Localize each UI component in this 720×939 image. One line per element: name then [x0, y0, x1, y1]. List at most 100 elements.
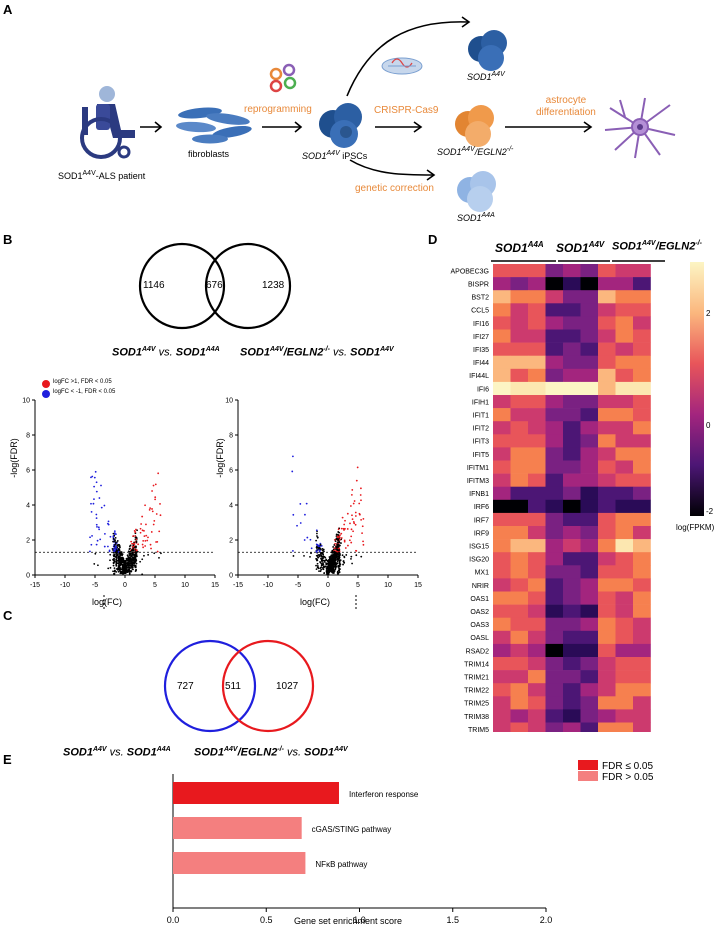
colorbar-tick-neg2: -2 — [706, 507, 714, 516]
legend-red-marker — [42, 380, 50, 388]
comparison-c-left-label: SOD1A4V vs. SOD1A4A — [63, 746, 171, 759]
gene-label: BISPR — [468, 282, 489, 289]
bar-x-tick: 1.0 — [353, 915, 366, 925]
output-egln2-label: SOD1A4V/EGLN2-/- — [437, 146, 514, 157]
gene-label: IRF7 — [474, 517, 489, 524]
gene-label: IFI44L — [469, 373, 489, 380]
venn-c-blue-circle — [163, 639, 257, 733]
comparison-right-label: SOD1A4V/EGLN2-/- vs. SOD1A4V — [240, 346, 394, 359]
gene-label: APOBEC3G — [450, 268, 489, 275]
venn-c-overlap-count: 511 — [225, 681, 241, 692]
crispr-label: CRISPR-Cas9 — [374, 105, 439, 116]
venn-c-red-circle — [221, 639, 315, 733]
astrocyte-icon — [604, 97, 676, 159]
volcano-x-tick: 10 — [384, 582, 392, 589]
sod1-egln2-cells-icon — [455, 105, 494, 147]
gene-label: OAS1 — [470, 596, 489, 603]
volcano-plots: -15 -10 -5 0 5 10 15 0 2 4 6 8 10 -15 -10 -5 0 5 10 15 0 2 4 6… — [22, 380, 422, 610]
volcano-left-xlabel: log(FC) — [92, 597, 123, 607]
volcano-y-tick: 8 — [26, 433, 30, 440]
colorbar-tick-2: 2 — [706, 309, 711, 318]
venn-circle-left — [138, 242, 226, 330]
bar-x-tick: 1.5 — [446, 915, 459, 925]
bar — [173, 817, 302, 839]
group-label-egln2: SOD1A4V/EGLN2-/- — [612, 240, 702, 253]
reprogramming-label: reprogramming — [244, 104, 312, 115]
gene-label: NRIR — [472, 583, 489, 590]
volcano-y-tick: 6 — [26, 468, 30, 475]
genetic-correction-label: genetic correction — [355, 183, 434, 194]
panel-label-b: B — [3, 232, 13, 247]
gene-label: MX1 — [475, 570, 490, 577]
volcano-left-ylabel: -log(FDR) — [8, 438, 19, 478]
volcano-y-tick: 10 — [22, 398, 30, 405]
gene-label: CCL5 — [471, 308, 489, 315]
bar-category-label: cGAS/STING pathway — [312, 825, 392, 834]
volcano-y-tick: 8 — [229, 433, 233, 440]
group-label-a4a: SOD1A4A — [495, 240, 544, 255]
volcano-y-tick: 2 — [229, 538, 233, 545]
output-a4a-label: SOD1A4A — [457, 212, 495, 223]
volcano-x-tick: 0 — [326, 582, 330, 589]
gene-label: TRIM22 — [464, 688, 489, 695]
gene-label: IFITM3 — [467, 478, 489, 485]
gene-label: IFIT2 — [473, 426, 489, 433]
gene-label: IFITM1 — [467, 465, 489, 472]
legend-swatch — [578, 760, 598, 770]
fibroblasts-icon — [176, 107, 252, 144]
volcano-x-tick: 5 — [153, 582, 157, 589]
volcano-y-tick: 4 — [229, 503, 233, 510]
heatmap-gene-labels: APOBEC3G BISPR BST2 CCL5 IFI16 IFI27 IFI35 IFI4… — [450, 268, 489, 732]
gene-label: IRF9 — [474, 530, 489, 537]
gene-label: ISG20 — [469, 557, 489, 564]
gene-label: OASL — [470, 635, 489, 642]
plasmid-icon — [269, 63, 297, 93]
gene-label: OAS2 — [470, 609, 489, 616]
bar-x-tick: 0.0 — [167, 915, 180, 925]
bar-category-label: NFκB pathway — [315, 860, 367, 869]
gene-label: IFIT1 — [473, 413, 489, 420]
panel-c-venn — [163, 639, 315, 733]
sod1-a4a-cells-icon — [457, 171, 496, 212]
gene-label: IFI6 — [477, 386, 489, 393]
gene-label: BST2 — [471, 295, 489, 302]
volcano-x-tick: 15 — [211, 582, 219, 589]
venn-c-right-count: 1027 — [276, 681, 299, 692]
legend-blue-marker — [42, 390, 50, 398]
bar-x-tick: 0.5 — [260, 915, 273, 925]
gene-label: TRIM5 — [468, 727, 489, 732]
gene-label: RSAD2 — [466, 648, 489, 655]
gene-label: ISG15 — [469, 544, 489, 551]
gene-label: TRIM38 — [464, 714, 489, 721]
bar — [173, 852, 306, 874]
output-a4v-label: SOD1A4V — [467, 71, 505, 82]
bar-x-tick: 2.0 — [540, 915, 553, 925]
venn-b-overlap-count: 676 — [206, 280, 223, 291]
gene-label: IFI35 — [473, 347, 489, 354]
volcano-plot-right: -15 -10 -5 0 5 10 15 0 2 4 6 8 10 — [225, 398, 422, 590]
legend-red-label: logFC >1, FDR < 0.05 — [53, 379, 112, 385]
heatmap-cells — [493, 264, 651, 732]
gene-label: TRIM21 — [464, 675, 489, 682]
patient-label: SOD1A4V-ALS patient — [58, 170, 146, 181]
volcano-y-tick: 0 — [229, 573, 233, 580]
panel-e-bar-chart: 0.0 0.5 1.0 1.5 2.0 Interferon response cGAS/S… — [167, 760, 654, 925]
panel-label-d: D — [428, 232, 438, 247]
volcano-x-tick: 5 — [356, 582, 360, 589]
bar — [173, 782, 339, 804]
panel-label-a: A — [3, 2, 13, 17]
gene-label: TRIM14 — [464, 661, 489, 668]
volcano-y-tick: 10 — [225, 398, 233, 405]
venn-b-left-count: 1146 — [143, 280, 165, 291]
gene-label: TRIM25 — [464, 701, 489, 708]
volcano-x-tick: -15 — [30, 582, 40, 589]
volcano-right-xlabel: log(FC) — [300, 597, 331, 607]
gene-label: IFI44 — [473, 360, 489, 367]
heatmap: APOBEC3G BISPR BST2 CCL5 IFI16 IFI27 IFI35 IFI4… — [450, 260, 704, 732]
panel-a-diagram — [80, 16, 676, 212]
volcano-x-tick: -10 — [263, 582, 273, 589]
colorbar-tick-0: 0 — [706, 421, 711, 430]
venn-circle-right — [204, 242, 292, 330]
fibroblasts-label: fibroblasts — [188, 149, 230, 159]
sod1-a4v-cells-icon — [468, 30, 507, 71]
